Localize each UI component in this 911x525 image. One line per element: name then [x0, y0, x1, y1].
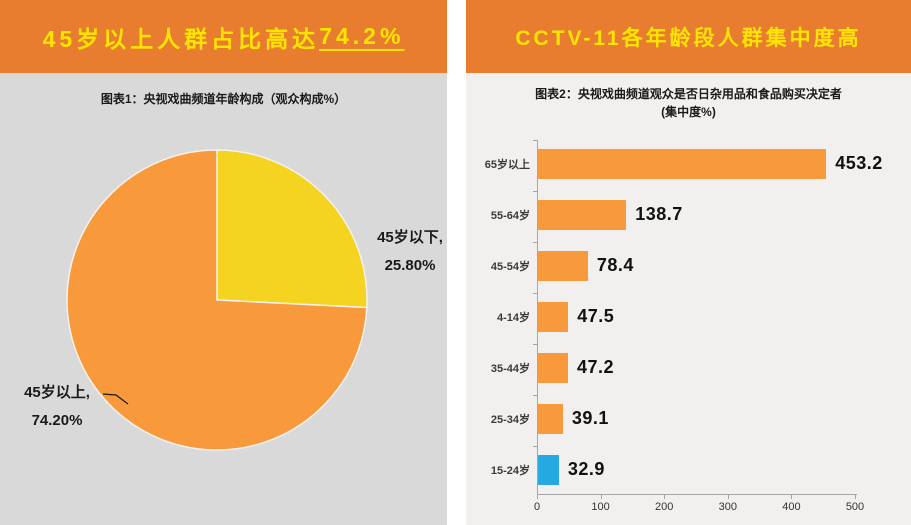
pie-slice-over-45 — [66, 149, 368, 451]
y-axis-tick — [533, 395, 537, 396]
bar-category-label: 15-24岁 — [490, 464, 530, 477]
pie-label-under-45: 45岁以下, 25.80% — [377, 229, 443, 274]
bar-row: 4-14岁 47.5 — [466, 291, 911, 342]
bar-value-label: 453.2 — [835, 153, 883, 173]
x-axis-tick — [600, 495, 602, 499]
bar-value-label: 138.7 — [635, 204, 683, 224]
right-banner-title: CCTV-11各年龄段人群集中度高 — [466, 0, 911, 73]
bar-category-label: 35-44岁 — [490, 362, 530, 375]
bar-value-label: 32.9 — [567, 459, 605, 479]
x-axis-tick — [727, 495, 729, 499]
bar-row: 15-24岁 32.9 — [466, 444, 911, 495]
bar-value-label: 47.2 — [577, 357, 615, 377]
y-axis-tick — [533, 242, 537, 243]
x-axis-tick — [537, 495, 538, 499]
bar-value-label: 78.4 — [596, 255, 634, 275]
y-axis-tick — [533, 191, 537, 192]
bar-rect — [538, 454, 559, 485]
y-axis-tick — [533, 446, 537, 447]
bar-chart-caption-line2: (集中度%) — [661, 105, 716, 119]
x-axis-tick — [664, 495, 666, 499]
bar-category-label: 25-34岁 — [490, 413, 530, 426]
x-axis-tick-label: 200 — [655, 501, 674, 513]
x-axis-tick-label: 500 — [845, 501, 865, 513]
bar-chart: 65岁以上 453.2 55-64岁 138.7 45-54岁 78.4 4-14岁 47.5… — [466, 138, 911, 495]
left-title-highlight: 74.2% — [319, 23, 405, 49]
pie-chart-caption: 图表1：央视戏曲频道年龄构成（观众构成%） — [100, 92, 347, 106]
bar-rect — [538, 352, 568, 383]
bar-rect — [538, 250, 588, 281]
y-axis-tick — [533, 344, 537, 345]
x-axis-tick-label: 400 — [782, 501, 801, 513]
pie-label-over-45: 45岁以上, 74.20% — [24, 384, 90, 429]
x-axis-tick-label: 300 — [718, 501, 737, 513]
bar-chart-caption-line1: 图表2：央视戏曲频道观众是否日杂用品和食品购买决定者 — [535, 87, 842, 101]
x-axis-tick-label: 0 — [533, 501, 541, 513]
bar-row: 65岁以上 453.2 — [466, 138, 911, 189]
bar-category-label: 45-54岁 — [490, 260, 530, 273]
pie-chart-panel: 45岁以上人群占比高达 74.2% 图表1：央视戏曲频道年龄构成（观众构成%） 4… — [0, 0, 447, 525]
x-axis-tick — [855, 495, 856, 499]
y-axis-tick — [533, 293, 537, 294]
x-axis-tick-label: 100 — [591, 501, 610, 513]
bar-rect — [538, 199, 627, 230]
pie-chart — [66, 149, 368, 451]
bar-chart-panel: CCTV-11各年龄段人群集中度高 图表2：央视戏曲频道观众是否日杂用品和食品购… — [466, 0, 911, 525]
y-axis-line — [537, 140, 538, 494]
bar-row: 35-44岁 47.2 — [466, 342, 911, 393]
pie-leader-line — [102, 393, 129, 405]
x-axis-tick — [791, 495, 793, 499]
pie-slice-under-45 — [216, 149, 368, 309]
bar-rect — [538, 301, 569, 332]
bar-category-label: 4-14岁 — [496, 311, 530, 324]
bar-rect — [538, 403, 563, 434]
bar-row: 55-64岁 138.7 — [466, 189, 911, 240]
x-axis-line — [537, 494, 857, 495]
right-title-text: CCTV-11各年龄段人群集中度高 — [515, 26, 862, 50]
bar-row: 45-54岁 78.4 — [466, 240, 911, 291]
left-banner-title: 45岁以上人群占比高达 74.2% — [0, 0, 447, 73]
bar-value-label: 47.5 — [577, 306, 615, 326]
bar-rect — [538, 148, 827, 179]
left-title-prefix: 45岁以上人群占比高达 — [42, 25, 320, 52]
bar-value-label: 39.1 — [571, 408, 609, 428]
bar-category-label: 65岁以上 — [484, 158, 530, 171]
bar-row: 25-34岁 39.1 — [466, 393, 911, 444]
y-axis-tick — [533, 140, 537, 141]
bar-category-label: 55-64岁 — [490, 209, 530, 222]
